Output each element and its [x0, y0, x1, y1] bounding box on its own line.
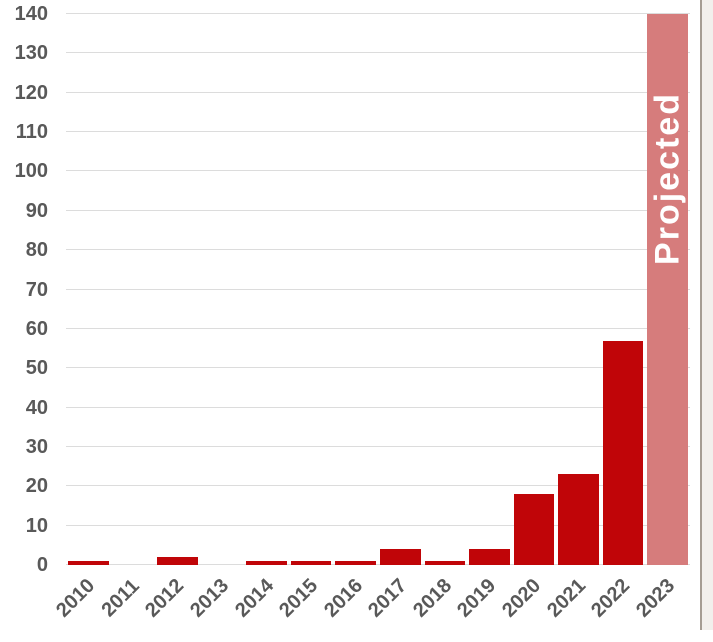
bar-2021: [558, 474, 599, 565]
y-tick-label-110: 110: [15, 121, 48, 144]
y-tick-label-140: 140: [14, 3, 48, 25]
bar-2020: [513, 494, 555, 565]
y-tick-label-0: 0: [36, 554, 48, 576]
y-tick-label-30: 30: [25, 435, 48, 458]
y-tick-label-10: 10: [25, 514, 48, 537]
x-axis-tick-labels: 2010 2011 2012 2013 2014 2015 2016 2017 2018 2019…: [52, 565, 690, 630]
bar-2016: [335, 561, 376, 565]
plot-area: Projected: [66, 13, 690, 565]
projected-label: Projected: [648, 92, 687, 265]
gridline-70: [66, 288, 690, 290]
y-tick-label-130: 130: [14, 42, 48, 65]
gridline-80: [66, 249, 690, 251]
gridline-10: [66, 524, 690, 526]
bar-2010: [68, 561, 109, 565]
bar-2014: [246, 561, 287, 565]
bar-2017: [380, 549, 421, 565]
gridline-90: [66, 209, 690, 211]
y-tick-label-50: 50: [25, 357, 48, 380]
gridline-0: [66, 564, 690, 565]
y-tick-label-20: 20: [25, 475, 48, 498]
y-tick-label-80: 80: [25, 239, 48, 262]
gridline-60: [66, 327, 690, 329]
gridline-130: [66, 52, 690, 54]
gridline-40: [66, 406, 690, 408]
y-tick-label-120: 120: [14, 81, 48, 104]
y-tick-label-90: 90: [25, 199, 48, 222]
y-tick-label-60: 60: [25, 317, 48, 340]
gridline-50: [66, 367, 690, 369]
window-edge-panel: [702, 0, 713, 630]
y-tick-label-100: 100: [14, 160, 48, 183]
bar-2019: [469, 549, 510, 565]
bar-2018: [424, 561, 466, 565]
bar-2023: Projected: [647, 14, 688, 565]
gridline-120: [66, 91, 690, 93]
gridline-20: [66, 485, 690, 487]
y-tick-label-40: 40: [25, 396, 48, 419]
bar-2015: [290, 561, 332, 565]
gridline-100: [66, 170, 690, 172]
bar-2012: [157, 557, 198, 565]
gridline-110: [66, 131, 690, 133]
window-edge-line: [700, 0, 702, 630]
gridline-140: [66, 13, 690, 14]
bar-2022: [602, 340, 644, 565]
gridline-30: [66, 445, 690, 447]
y-tick-label-70: 70: [25, 278, 48, 301]
